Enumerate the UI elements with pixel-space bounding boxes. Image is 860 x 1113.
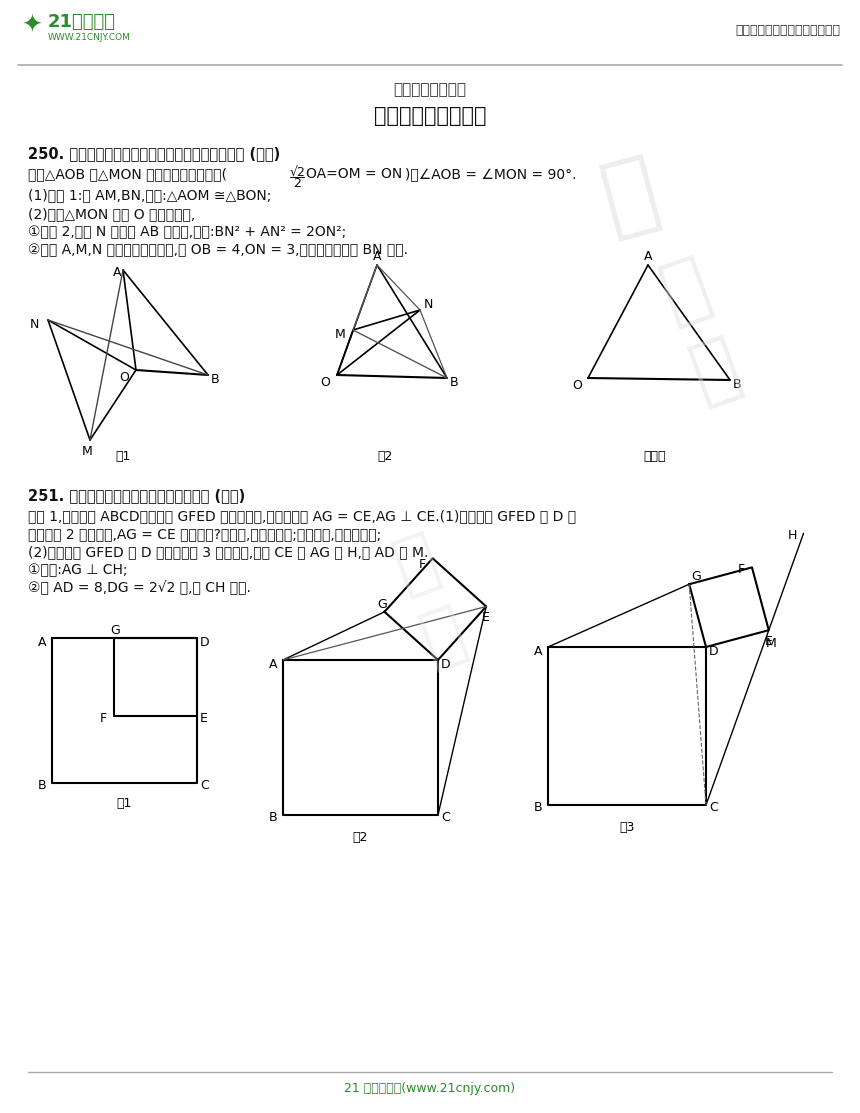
Text: )，∠AOB = ∠MON = 90°.: )，∠AOB = ∠MON = 90°.	[405, 167, 576, 181]
Text: 如图 1,若四边形 ABCD、四边形 GFED 都是正方形,显然图中有 AG = CE,AG ⊥ CE.(1)当正方形 GFED 绕 D 旋: 如图 1,若四边形 ABCD、四边形 GFED 都是正方形,显然图中有 AG =…	[28, 509, 576, 523]
Text: 已知△AOB 和△MON 都是等腰直角三角形(: 已知△AOB 和△MON 都是等腰直角三角形(	[28, 167, 227, 181]
Text: A: A	[113, 266, 121, 279]
Text: √2: √2	[290, 166, 306, 179]
Text: 图3: 图3	[619, 821, 635, 834]
Text: A: A	[373, 250, 382, 263]
Text: 第十二节：旋转模型: 第十二节：旋转模型	[374, 106, 486, 126]
Text: 图2: 图2	[378, 450, 393, 463]
Text: ②当点 A,M,N 在同一条直线上时,若 OB = 4,ON = 3,请直接写出线段 BN 的长.: ②当点 A,M,N 在同一条直线上时,若 OB = 4,ON = 3,请直接写出…	[28, 243, 408, 257]
Text: 图1: 图1	[115, 450, 131, 463]
Text: 中考数学几何模型: 中考数学几何模型	[394, 82, 466, 97]
Text: F: F	[738, 563, 745, 577]
Text: 样
料: 样 料	[651, 247, 749, 413]
Text: C: C	[709, 801, 718, 814]
Text: G: G	[691, 570, 701, 583]
Text: 21 世纪教育网(www.21cnjy.com): 21 世纪教育网(www.21cnjy.com)	[345, 1082, 515, 1095]
Text: B: B	[450, 376, 458, 390]
Text: M: M	[335, 328, 346, 341]
Text: ①如图 2,当点 N 恰好在 AB 边上时,求证:BN² + AN² = 2ON²;: ①如图 2,当点 N 恰好在 AB 边上时,求证:BN² + AN² = 2ON…	[28, 225, 347, 239]
Text: (2)若将△MON 绕点 O 顺时针旋转,: (2)若将△MON 绕点 O 顺时针旋转,	[28, 207, 195, 221]
Text: D: D	[200, 636, 210, 649]
Text: OA=OM = ON: OA=OM = ON	[306, 167, 402, 181]
Text: M: M	[765, 637, 777, 650]
Text: O: O	[572, 380, 582, 392]
Text: B: B	[269, 811, 278, 824]
Text: (2)当正方形 GFED 绕 D 旋转到如图 3 的位置时,延长 CE 交 AG 于 H,交 AD 于 M.: (2)当正方形 GFED 绕 D 旋转到如图 3 的位置时,延长 CE 交 AG…	[28, 545, 428, 559]
Text: A: A	[38, 636, 46, 649]
Text: 图2: 图2	[353, 831, 368, 844]
Text: E: E	[482, 611, 490, 624]
Text: C: C	[441, 811, 450, 824]
Text: E: E	[200, 712, 208, 725]
Text: 251. 正方形旋转模型不同位置的结论探讨 (初二): 251. 正方形旋转模型不同位置的结论探讨 (初二)	[28, 487, 245, 503]
Text: 预: 预	[593, 146, 667, 245]
Text: B: B	[38, 779, 46, 792]
Text: 21世纪教育: 21世纪教育	[48, 13, 116, 31]
Text: G: G	[110, 624, 120, 637]
Text: A: A	[644, 250, 653, 263]
Text: ②当 AD = 8,DG = 2√2 时,求 CH 的长.: ②当 AD = 8,DG = 2√2 时,求 CH 的长.	[28, 581, 251, 595]
Text: 备川图: 备川图	[644, 450, 666, 463]
Text: 图1: 图1	[116, 797, 132, 810]
Text: C: C	[200, 779, 209, 792]
Text: H: H	[788, 530, 797, 542]
Text: E: E	[765, 636, 772, 648]
Text: N: N	[30, 318, 40, 331]
Text: B: B	[211, 373, 219, 386]
Text: 中小学教育资源及组卷应用平台: 中小学教育资源及组卷应用平台	[735, 24, 840, 37]
Text: (1)如图 1:连 AM,BN,求证:△AOM ≅△BON;: (1)如图 1:连 AM,BN,求证:△AOM ≅△BON;	[28, 188, 272, 201]
Text: A: A	[534, 646, 543, 658]
Text: F: F	[100, 712, 108, 725]
Text: N: N	[424, 298, 433, 311]
Text: ①求证:AG ⊥ CH;: ①求证:AG ⊥ CH;	[28, 563, 127, 577]
Text: 转到如图 2 的位置时,AG = CE 是否成立?若成立,请给出证明;若不成立,请说明理由;: 转到如图 2 的位置时,AG = CE 是否成立?若成立,请给出证明;若不成立,…	[28, 526, 381, 541]
Text: O: O	[320, 376, 330, 390]
Text: M: M	[82, 445, 93, 459]
Text: F: F	[419, 559, 426, 571]
Text: 样
料: 样 料	[385, 525, 475, 676]
Text: O: O	[119, 371, 129, 384]
Text: B: B	[534, 801, 543, 814]
Text: G: G	[378, 598, 387, 611]
Text: D: D	[709, 646, 719, 658]
Text: A: A	[269, 658, 278, 671]
Text: ✦: ✦	[22, 14, 43, 38]
Text: WWW.21CNJY.COM: WWW.21CNJY.COM	[48, 33, 131, 42]
Text: D: D	[441, 658, 451, 671]
Text: B: B	[733, 378, 741, 391]
Text: 2: 2	[293, 177, 301, 190]
Text: 250. 等腰直角三角形旋转模型不同位置的结论探讨 (初二): 250. 等腰直角三角形旋转模型不同位置的结论探讨 (初二)	[28, 146, 280, 161]
